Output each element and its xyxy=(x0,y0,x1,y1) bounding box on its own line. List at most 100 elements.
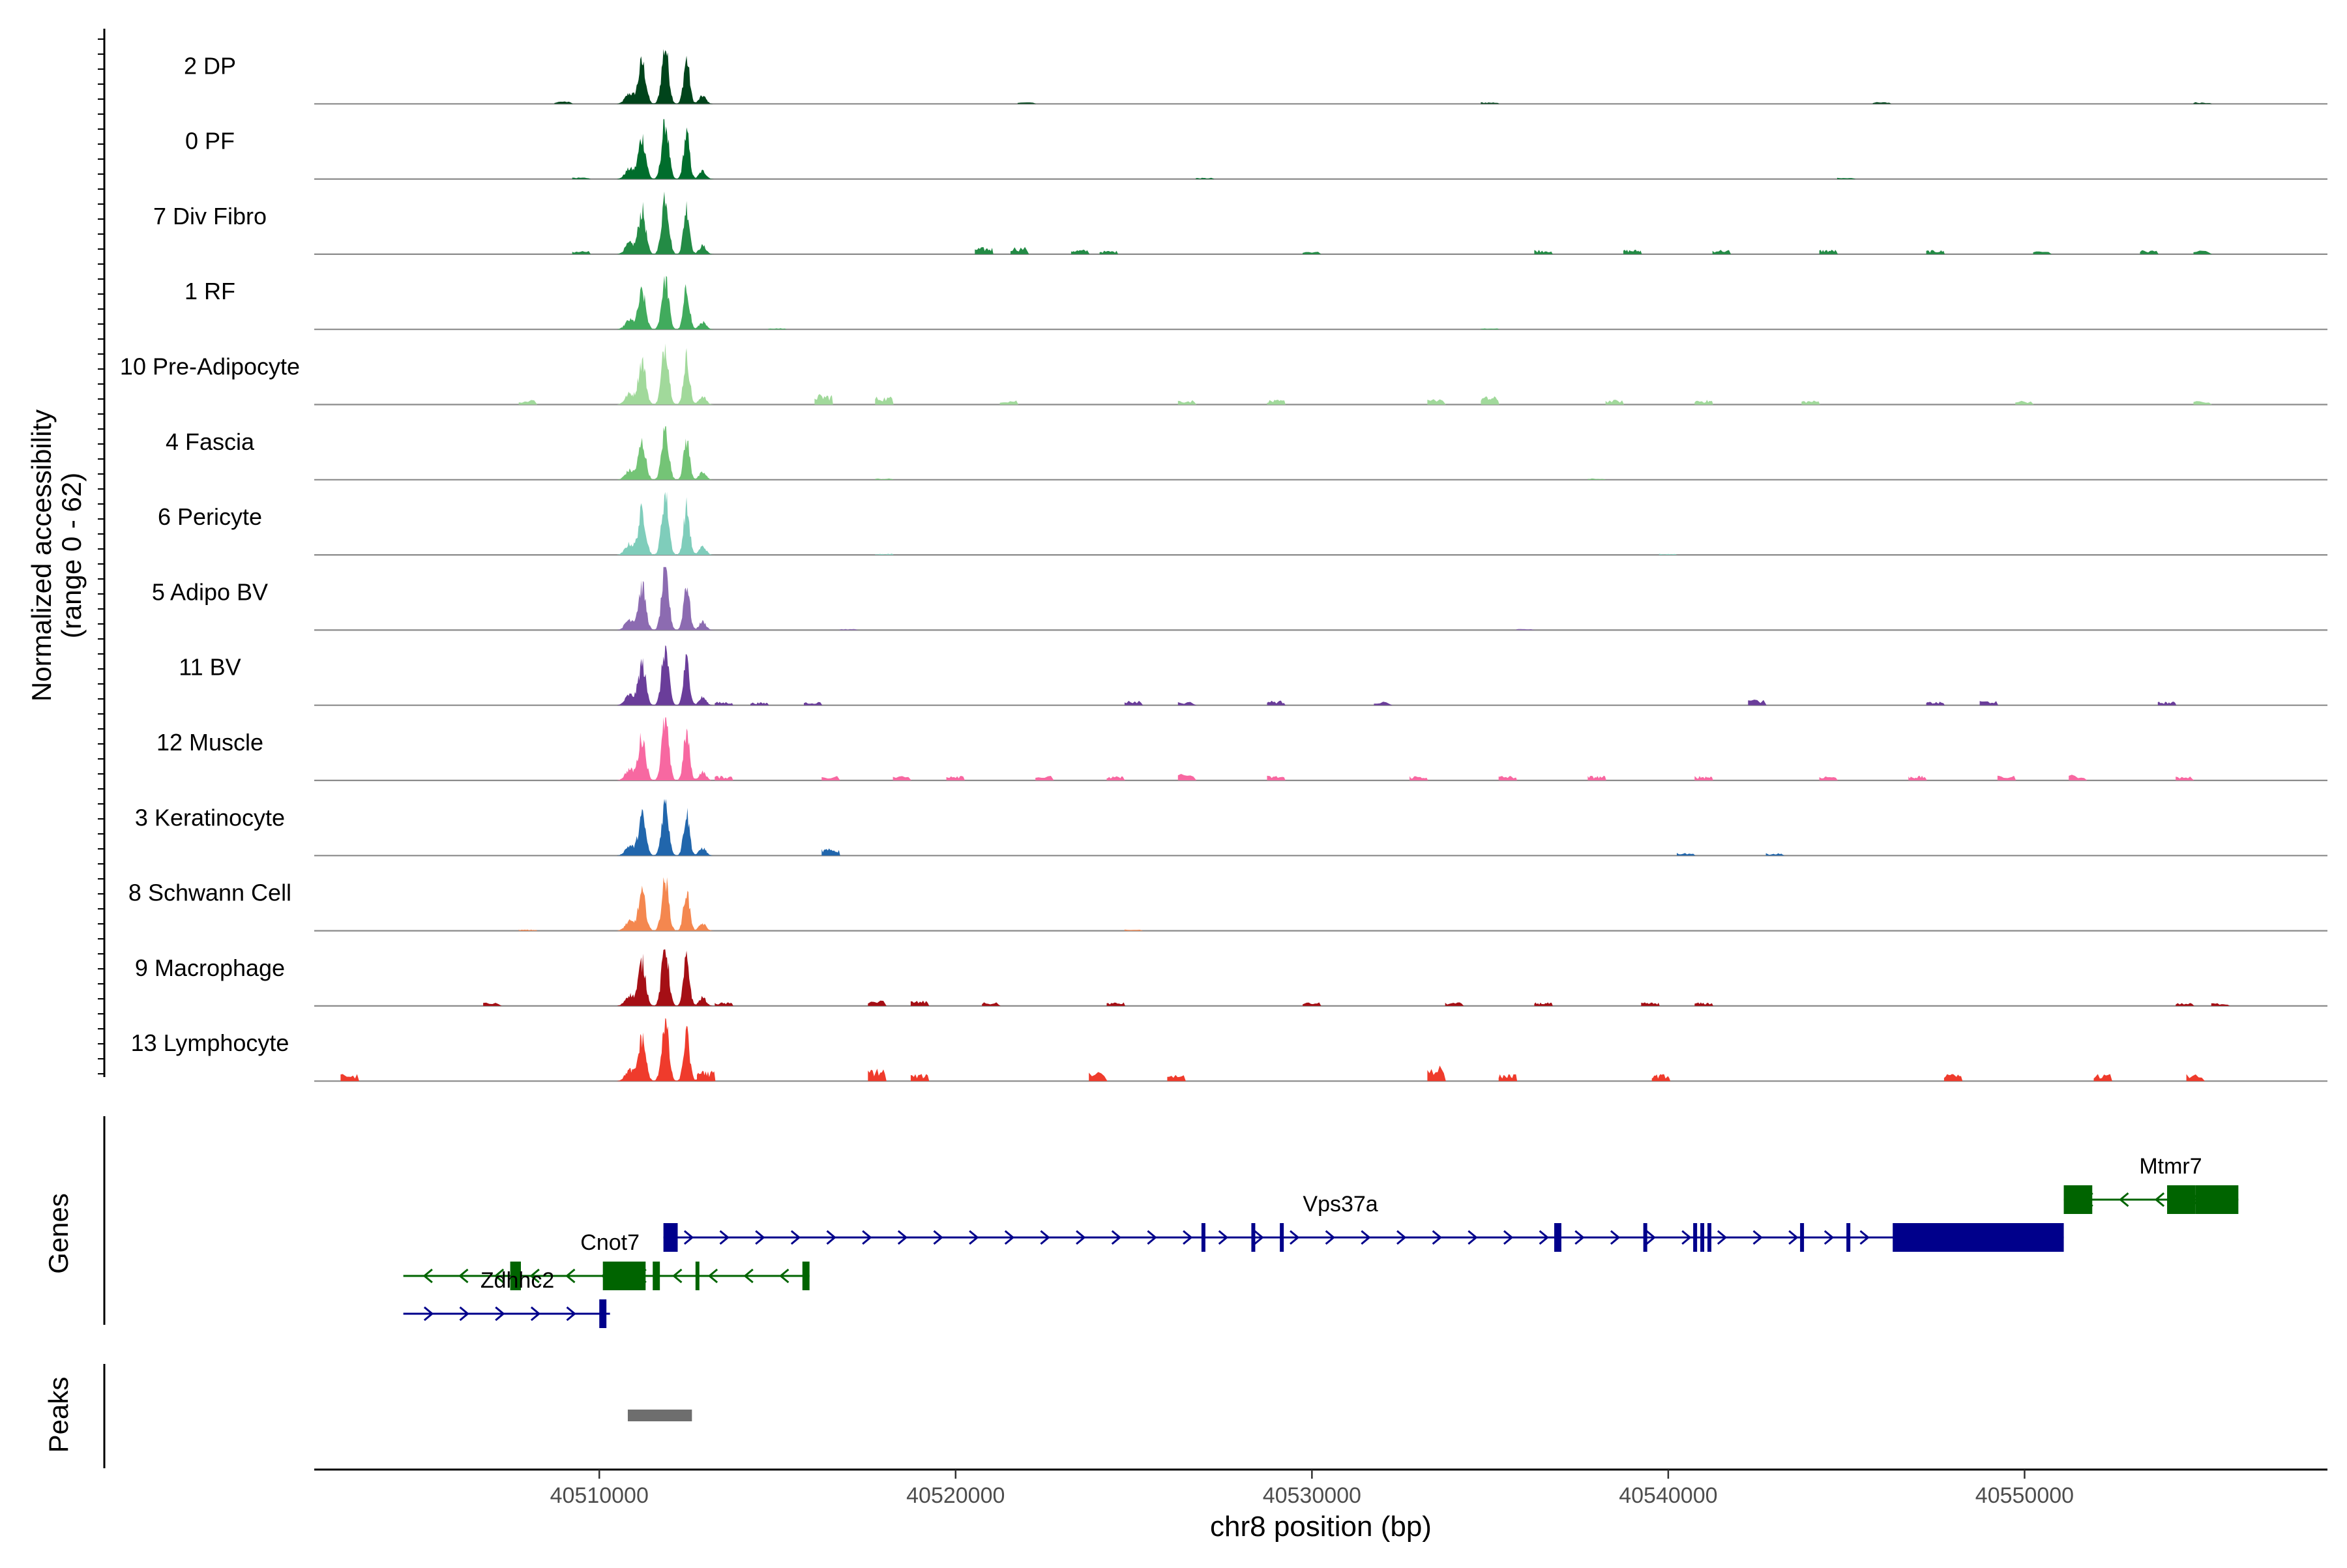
track-background-signal xyxy=(1196,177,1215,179)
track-background-signal xyxy=(2193,102,2212,104)
strand-arrow xyxy=(1290,1230,1300,1245)
gene-exon xyxy=(1800,1223,1805,1252)
track-background-signal xyxy=(340,1074,359,1082)
track-peak-signal xyxy=(617,191,717,254)
track-background-signal xyxy=(1303,1002,1321,1006)
track-background-signal xyxy=(1694,400,1713,405)
track-background-signal xyxy=(518,929,538,931)
gene-label: Zdhhc2 xyxy=(480,1268,554,1293)
track-peak-signal xyxy=(617,119,717,179)
track-peak-signal xyxy=(617,645,717,705)
strand-arrow xyxy=(743,1268,754,1284)
track-background-signal xyxy=(1481,102,1499,104)
track-background-signal xyxy=(1017,102,1037,104)
track-background-signal xyxy=(1819,250,1838,254)
track-background-signal xyxy=(2140,250,2159,254)
track-background-signal xyxy=(2193,401,2212,405)
track-background-signal xyxy=(2211,1003,2230,1006)
strand-arrow xyxy=(1147,1230,1157,1245)
track-background-signal xyxy=(1651,1074,1671,1082)
track-background-signal xyxy=(1943,1074,1963,1082)
gene-zdhhc2: Zdhhc2 xyxy=(403,1268,610,1328)
gene-exon xyxy=(1846,1223,1851,1252)
track-peak-signal xyxy=(617,49,717,104)
track-background-signal xyxy=(1979,701,1998,705)
strand-arrow xyxy=(1004,1230,1015,1245)
strand-arrow xyxy=(672,1268,683,1284)
strand-arrow xyxy=(1752,1230,1763,1245)
x-axis-ticks: 40510000 40520000 40530000 40540000 40550000 xyxy=(550,1470,2074,1508)
track-background-signal xyxy=(1498,1074,1518,1082)
strand-arrow xyxy=(2154,1192,2165,1207)
gene-exon xyxy=(1707,1223,1712,1252)
track-label: 5 Adipo BV xyxy=(152,578,268,605)
gene-exon xyxy=(510,1262,521,1290)
track-peak-signal xyxy=(617,1018,717,1082)
track-background-signal xyxy=(1481,396,1499,405)
track-background-signal xyxy=(1801,400,1820,405)
track-background-signal xyxy=(1177,702,1197,705)
track-8: 5 Adipo BV xyxy=(152,567,2327,631)
strand-arrow xyxy=(1254,1230,1264,1245)
gene-exon xyxy=(1251,1223,1256,1252)
track-6: 4 Fascia xyxy=(166,426,2327,481)
y-axis-title: Normalized accessibility (range 0 - 62) xyxy=(26,409,87,702)
track-background-signal xyxy=(1997,775,2016,780)
track-background-signal xyxy=(1587,775,1606,780)
track-background-signal xyxy=(1267,400,1286,405)
track-2: 0 PF xyxy=(185,119,2327,180)
strand-arrow xyxy=(897,1230,908,1245)
gene-vps37a: Vps37a xyxy=(663,1192,2064,1252)
strand-arrow xyxy=(969,1230,979,1245)
track-background-signal xyxy=(2093,1074,2112,1082)
strand-arrow xyxy=(1717,1230,1728,1245)
track-background-signal xyxy=(1124,700,1144,705)
track-background-signal xyxy=(1099,250,1118,254)
strand-arrow xyxy=(826,1230,836,1245)
gene-exon xyxy=(2195,1185,2239,1214)
track-background-signal xyxy=(1070,249,1090,254)
track-background-signal xyxy=(893,776,911,780)
track-background-signal xyxy=(804,702,823,705)
strand-arrow xyxy=(933,1230,943,1245)
gene-annotations: Mtmr7 Vps37a Cnot7 Zdhhc2 xyxy=(403,1154,2239,1328)
gene-exon xyxy=(602,1262,646,1290)
strand-arrow xyxy=(1396,1230,1407,1245)
track-peak-signal xyxy=(617,426,717,480)
track-label: 9 Macrophage xyxy=(135,954,285,981)
track-10: 12 Muscle xyxy=(156,717,2327,782)
track-13: 9 Macrophage xyxy=(135,949,2327,1007)
track-background-signal xyxy=(715,775,733,780)
track-background-signal xyxy=(821,776,840,780)
strand-arrow xyxy=(495,1306,505,1322)
track-background-signal xyxy=(1106,1002,1125,1006)
strand-arrow xyxy=(530,1306,541,1322)
gene-label: Cnot7 xyxy=(580,1230,640,1255)
track-background-signal xyxy=(1427,399,1446,405)
strand-arrow xyxy=(1218,1230,1229,1245)
track-background-signal xyxy=(1819,776,1838,780)
gene-exon xyxy=(1554,1223,1561,1252)
gene-exon xyxy=(653,1262,660,1290)
strand-arrow xyxy=(1111,1230,1122,1245)
x-axis-title: chr8 position (bp) xyxy=(1210,1511,1432,1543)
strand-arrow xyxy=(565,1268,576,1284)
gene-exon xyxy=(663,1223,678,1252)
track-background-signal xyxy=(1641,1002,1660,1006)
x-tick-label: 40520000 xyxy=(906,1483,1005,1508)
track-label: 3 Keratinocyte xyxy=(135,804,285,831)
track-background-signal xyxy=(839,629,858,630)
strand-arrow xyxy=(719,1230,730,1245)
strand-arrow xyxy=(423,1306,434,1322)
strand-arrow xyxy=(494,1268,505,1284)
track-background-signal xyxy=(1694,1002,1713,1006)
track-background-signal xyxy=(1712,250,1732,254)
gene-mtmr7: Mtmr7 xyxy=(2063,1154,2239,1214)
track-11: 3 Keratinocyte xyxy=(135,799,2327,857)
track-background-signal xyxy=(1659,554,1678,555)
track-background-signal xyxy=(1011,246,1029,254)
track-background-signal xyxy=(1374,702,1393,705)
track-background-signal xyxy=(1303,252,1321,254)
track-background-signal xyxy=(910,1000,930,1006)
track-background-signal xyxy=(483,1002,502,1006)
